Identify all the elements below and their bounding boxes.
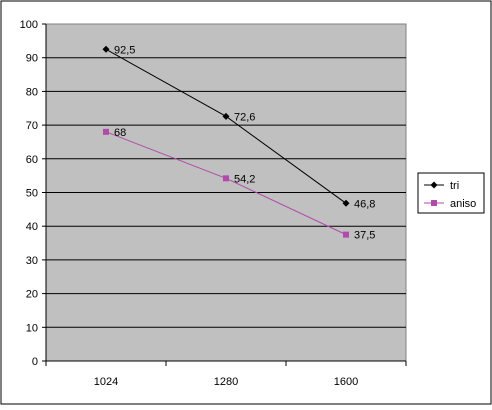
data-label-tri: 46,8: [354, 198, 375, 210]
legend-marker-aniso: [431, 200, 437, 206]
y-tick-label: 10: [26, 322, 38, 334]
y-tick-label: 80: [26, 86, 38, 98]
data-point-tri: [342, 199, 350, 207]
data-label-tri: 72,6: [234, 111, 255, 123]
data-point-aniso: [103, 128, 109, 135]
legend-marker-tri: [430, 181, 438, 189]
data-label-aniso: 68: [114, 127, 126, 139]
y-tick-label: 50: [26, 188, 38, 200]
y-tick-label: 90: [26, 53, 38, 65]
legend-label-tri: tri: [450, 180, 459, 192]
data-point-tri: [222, 112, 230, 120]
data-label-aniso: 37,5: [354, 230, 375, 242]
data-point-aniso: [343, 231, 349, 238]
legend-box: [417, 172, 485, 214]
data-point-tri: [102, 45, 110, 53]
x-tick-label: 1280: [214, 376, 238, 388]
y-tick-label: 20: [26, 289, 38, 301]
y-tick-label: 100: [20, 19, 38, 31]
y-tick-label: 30: [26, 255, 38, 267]
data-point-aniso: [223, 175, 229, 182]
data-label-aniso: 54,2: [234, 173, 255, 185]
x-tick-label: 1024: [94, 376, 118, 388]
y-tick-label: 0: [32, 356, 38, 368]
legend-label-aniso: aniso: [450, 198, 476, 210]
y-tick-label: 70: [26, 120, 38, 132]
y-tick-label: 40: [26, 221, 38, 233]
data-label-tri: 92,5: [114, 44, 135, 56]
x-tick-label: 1600: [334, 376, 358, 388]
y-tick-label: 60: [26, 154, 38, 166]
